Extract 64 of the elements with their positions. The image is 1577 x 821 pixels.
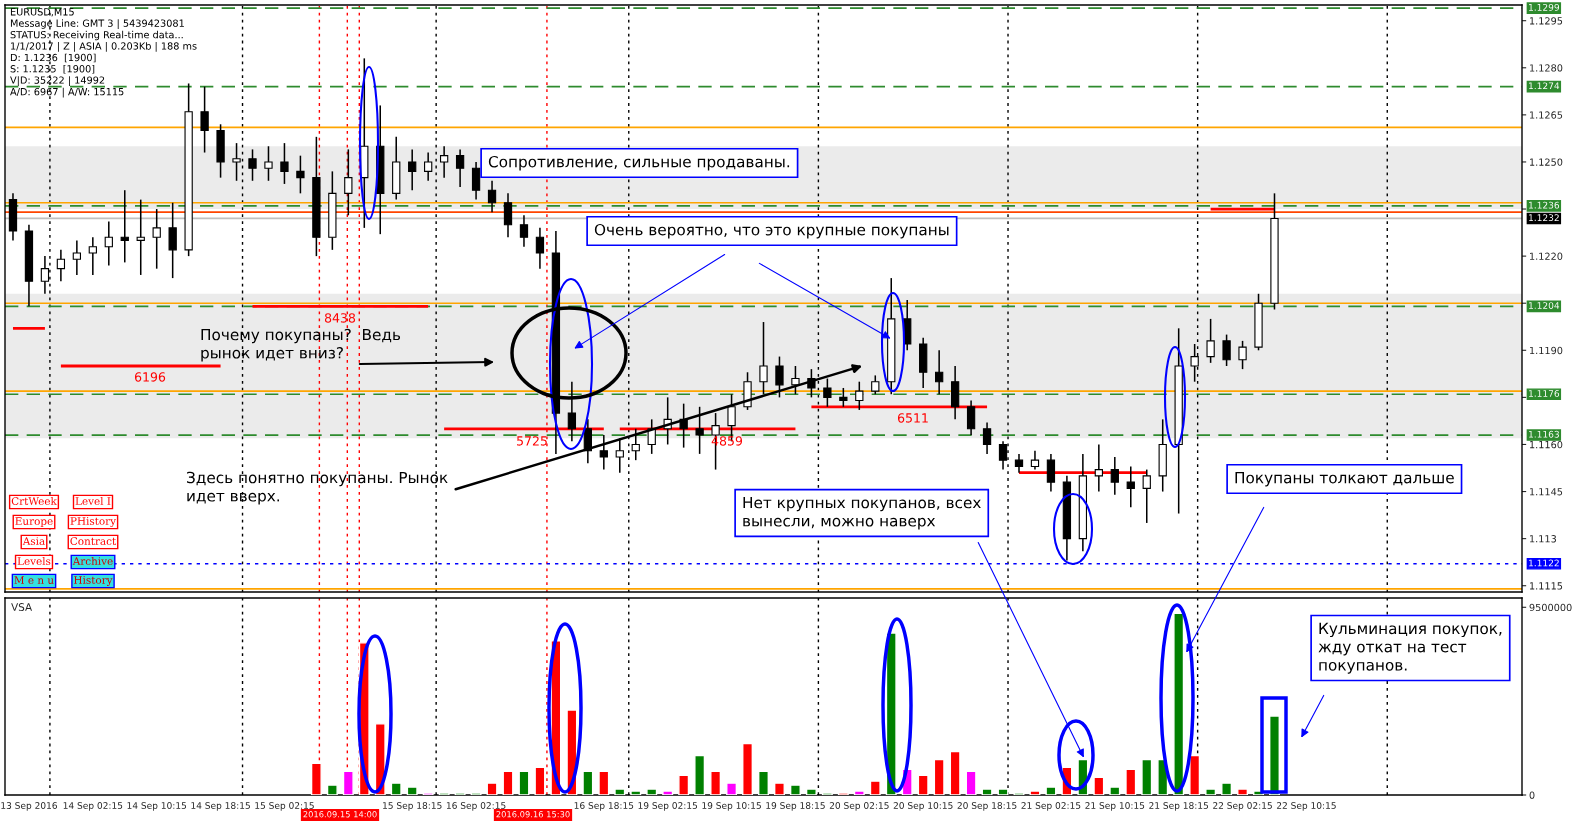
x-tick-label: 16 Sep 02:15 [446,802,506,811]
x-tick-label: 21 Sep 18:15 [1149,802,1209,811]
x-tick-label: 14 Sep 10:15 [127,802,187,811]
y-tick-label: 9500000 [1529,603,1572,612]
annotation: Contract [70,537,117,546]
x-tick-label: 15 Sep 02:15 [255,802,314,811]
y-tick-label: 1.1115 [1530,582,1563,590]
annotation: Почему покупаны? Ведь рынок идет вниз? [201,328,401,362]
chart-title: VSA [11,603,33,611]
x-tick-label: 21 Sep 10:15 [1085,802,1145,811]
annotation: CrtWeek [11,496,57,506]
x-tick-label: 22 Sep 10:15 [1276,802,1336,811]
ref-line-label: 1.1299 [1529,3,1560,11]
annotation: Здесь понятно покупаны. Рынок идет вверх. [187,471,448,505]
annotation: Level I [75,496,111,506]
annotation: Archive [72,556,113,566]
x-tick-label: 20 Sep 18:15 [957,802,1017,811]
annotation: Нет крупных покупанов, всех вынесли, можно наверх [743,496,981,530]
ref-line-label: 1.1236 [1529,201,1560,209]
x-tick-label: 20 Sep 10:15 [893,802,953,811]
ref-line-label: 1.1176 [1529,390,1560,397]
x-tick-label: 19 Sep 18:15 [766,802,825,811]
x-tick-label: 19 Sep 10:15 [702,802,761,811]
y-tick-label: 1.1250 [1530,158,1563,166]
y-tick-label: 1.1190 [1530,346,1563,355]
x-tick-label: 16 Sep 18:15 [574,802,634,811]
x-tick-label: 13 Sep 2016 [1,802,57,811]
text: 2016.09.16 15:30 [496,811,570,818]
annotation: 5725 [517,436,547,446]
ref-line-label: 1.1122 [1529,559,1559,567]
y-tick-label: 1.113 [1530,535,1556,543]
x-tick-label: 21 Sep 02:15 [1021,802,1081,811]
annotation: PHistory [70,517,117,528]
x-tick-label: 22 Sep 02:15 [1213,802,1272,811]
y-tick-label: 1.1265 [1530,111,1563,119]
annotation: Кульминация покупок, жду откат на тест покупанов. [1318,622,1502,674]
x-tick-label: 14 Sep 18:15 [191,802,250,811]
annotation: History [74,576,113,587]
annotation: Levels [17,556,51,566]
y-tick-label: 1.1160 [1530,440,1563,449]
x-tick-label: 14 Sep 02:15 [63,802,123,811]
annotation: Покупаны толкают дальше [1235,472,1454,487]
y-tick-label: 1.1295 [1530,17,1563,25]
annotation: Asia [22,537,45,546]
ref-line-label: 1.1274 [1529,82,1560,90]
y-tick-label: 0 [1529,791,1535,799]
annotation: 6511 [897,413,928,423]
annotation: Очень вероятно, что это крупные покупаны [594,223,949,239]
y-tick-label: 1.1220 [1530,252,1563,260]
y-tick-label: 1.1280 [1530,64,1563,72]
ref-line-label: 1.1163 [1529,430,1559,438]
annotation: 6196 [134,372,166,382]
ref-line-label: 1.1232 [1529,214,1559,222]
x-tick-label: 20 Sep 02:15 [829,802,889,811]
x-tick-label: 19 Sep 02:15 [638,802,698,811]
annotation: Сопротивление, сильные продаваны. [488,155,790,171]
ref-line-label: 1.1204 [1529,302,1560,309]
annotation: Europe [15,517,53,528]
annotation: M e n u [14,576,54,585]
annotation: EURUSD,M15 Message Line: GMT 3 | 5439423081 STATUS: Receiving Real-time data... 1/1/2017 | Z | ASIA | 0.203Kb | 188 ms D: 1.1236 [1900] S: 1.1235 [1900] V|D: 35222 | 14992 A/D: 6967 | A/W: 15115 [10,8,197,98]
text: 2016.09.15 14:00 [303,811,377,818]
x-tick-label: 15 Sep 18:15 [383,802,442,811]
y-tick-label: 1.1145 [1530,488,1563,496]
annotation: 8438 [324,313,356,323]
